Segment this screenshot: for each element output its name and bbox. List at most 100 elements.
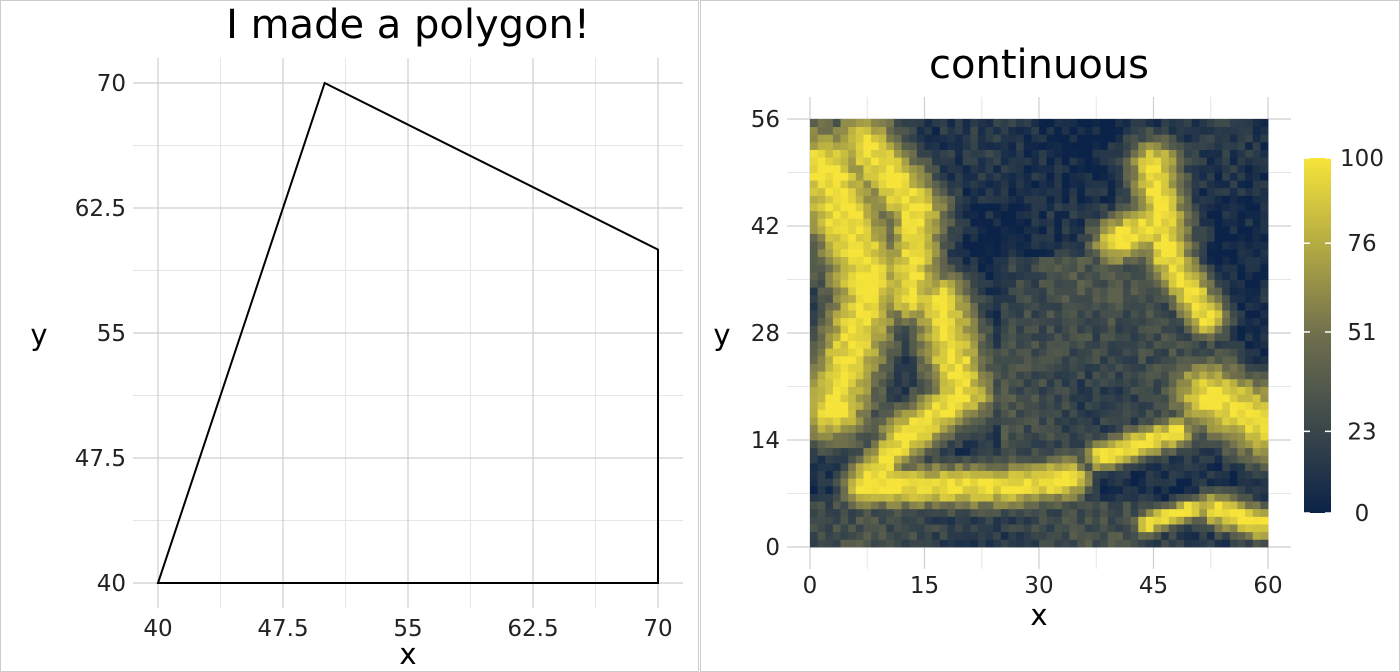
heatmap-cell (893, 493, 902, 502)
heatmap-cell (886, 119, 895, 128)
heatmap-cell (825, 203, 834, 212)
heatmap-cell (916, 248, 925, 257)
heatmap-cell (871, 287, 880, 296)
heatmap-cell (1138, 264, 1147, 273)
heatmap-cell (1046, 417, 1055, 426)
heatmap-cell (871, 134, 880, 143)
heatmap-cell (1206, 302, 1215, 311)
heatmap-cell (1107, 279, 1116, 288)
heatmap-cell (1031, 149, 1040, 158)
heatmap-cell (1206, 340, 1215, 349)
heatmap-cell (886, 417, 895, 426)
heatmap-cell (832, 134, 841, 143)
heatmap-cell (970, 455, 979, 464)
heatmap-cell (901, 478, 910, 487)
heatmap-cell (1138, 371, 1147, 380)
heatmap-cell (1107, 233, 1116, 242)
heatmap-cell (1107, 187, 1116, 196)
heatmap-cell (993, 401, 1002, 410)
heatmap-cell (970, 409, 979, 418)
heatmap-cell (901, 470, 910, 479)
heatmap-cell (1046, 478, 1055, 487)
heatmap-cell (1046, 340, 1055, 349)
heatmap-cell (1245, 531, 1254, 540)
heatmap-cell (1016, 539, 1025, 548)
heatmap-cell (909, 256, 918, 265)
heatmap-cell (871, 302, 880, 311)
heatmap-cell (1199, 348, 1208, 357)
heatmap-cell (886, 386, 895, 395)
heatmap-cell (878, 340, 887, 349)
heatmap-cell (1122, 394, 1131, 403)
heatmap-cell (893, 317, 902, 326)
heatmap-cell (1000, 203, 1009, 212)
heatmap-cell (886, 539, 895, 548)
heatmap-cell (909, 149, 918, 158)
heatmap-cell (1130, 447, 1139, 456)
heatmap-cell (1206, 462, 1215, 471)
heatmap-cell (977, 241, 986, 250)
heatmap-cell (871, 386, 880, 395)
heatmap-cell (1206, 440, 1215, 449)
heatmap-cell (1031, 524, 1040, 533)
heatmap-cell (977, 180, 986, 189)
heatmap-cell (1077, 126, 1086, 135)
heatmap-cell (1069, 363, 1078, 372)
heatmap-cell (1061, 126, 1070, 135)
heatmap-cell (878, 180, 887, 189)
heatmap-cell (909, 355, 918, 364)
heatmap-cell (1153, 333, 1162, 342)
heatmap-cell (993, 317, 1002, 326)
heatmap-cell (832, 508, 841, 517)
heatmap-cell (1008, 134, 1017, 143)
heatmap-cell (848, 325, 857, 334)
heatmap-cell (832, 516, 841, 525)
heatmap-cell (1161, 401, 1170, 410)
heatmap-cell (817, 126, 826, 135)
heatmap-cell (1138, 401, 1147, 410)
heatmap-cell (924, 172, 933, 181)
heatmap-cell (1092, 371, 1101, 380)
heatmap-cell (1023, 241, 1032, 250)
heatmap-cell (886, 447, 895, 456)
heatmap-cell (1153, 279, 1162, 288)
heatmap-cell (993, 149, 1002, 158)
heatmap-cell (985, 432, 994, 441)
heatmap-cell (1000, 340, 1009, 349)
heatmap-cell (886, 333, 895, 342)
heatmap-cell (848, 172, 857, 181)
heatmap-cell (1061, 378, 1070, 387)
heatmap-cell (947, 157, 956, 166)
heatmap-cell (1054, 141, 1063, 150)
heatmap-cell (1031, 516, 1040, 525)
heatmap-cell (1229, 524, 1238, 533)
heatmap-cell (916, 279, 925, 288)
heatmap-cell (993, 126, 1002, 135)
heatmap-cell (1138, 493, 1147, 502)
heatmap-cell (855, 409, 864, 418)
heatmap-cell (1214, 134, 1223, 143)
heatmap-cell (909, 378, 918, 387)
heatmap-cell (1077, 333, 1086, 342)
heatmap-cell (1122, 348, 1131, 357)
heatmap-cell (1000, 149, 1009, 158)
heatmap-cell (985, 218, 994, 227)
heatmap-cell (1100, 187, 1109, 196)
heatmap-cell (1107, 524, 1116, 533)
heatmap-cell (1107, 264, 1116, 273)
heatmap-cell (1016, 363, 1025, 372)
heatmap-cell (939, 455, 948, 464)
heatmap-cell (893, 218, 902, 227)
heatmap-cell (810, 493, 819, 502)
heatmap-cell (1000, 226, 1009, 235)
heatmap-cell (1122, 386, 1131, 395)
heatmap-cell (878, 432, 887, 441)
heatmap-cell (1000, 317, 1009, 326)
heatmap-cell (825, 524, 834, 533)
heatmap-cell (863, 378, 872, 387)
heatmap-cell (901, 447, 910, 456)
heatmap-cell (916, 271, 925, 280)
heatmap-cell (848, 478, 857, 487)
heatmap-cell (832, 218, 841, 227)
heatmap-cell (1016, 310, 1025, 319)
